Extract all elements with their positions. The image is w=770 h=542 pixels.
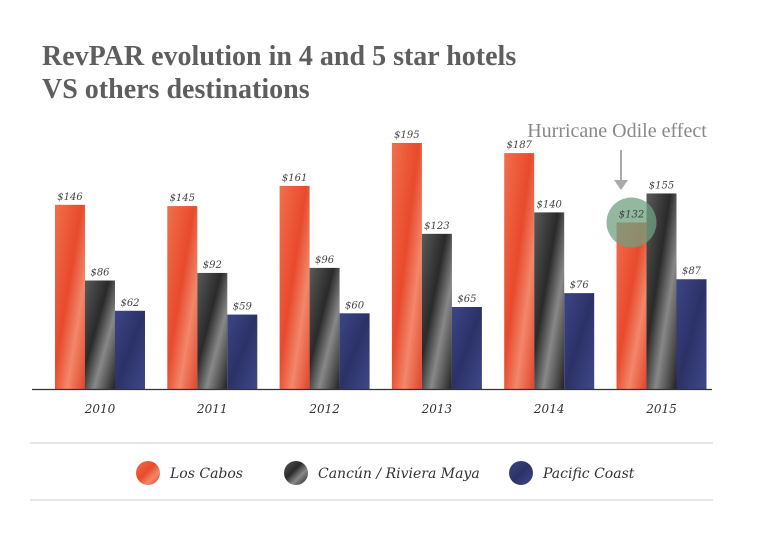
data-label: $146: [57, 192, 83, 203]
bar-los-cabos-2015: [616, 222, 647, 389]
bar-pacific-coast-2014: [564, 293, 595, 389]
data-label: $123: [424, 221, 449, 232]
x-tick-label: 2011: [196, 402, 228, 416]
bar-los-cabos-2011: [167, 206, 198, 389]
bar-los-cabos-2010: [55, 204, 85, 389]
legend-label: Los Cabos: [169, 466, 243, 482]
highlight-circle: [606, 197, 657, 248]
highlight-layer: $132: [606, 197, 657, 248]
data-label: $60: [345, 300, 365, 311]
data-label: $86: [90, 268, 110, 279]
data-label: $96: [315, 255, 335, 266]
legend-label: Cancún / Riviera Maya: [318, 466, 480, 482]
legend-label: Pacific Coast: [542, 466, 635, 482]
chart-title-line-1: RevPAR evolution in 4 and 5 star hotels: [42, 41, 517, 72]
x-tick-label: 2015: [645, 402, 677, 416]
legend-swatch-pacific-coast: [509, 461, 533, 485]
x-tick-label: 2014: [533, 402, 565, 416]
chart-title-line-2: VS others destinations: [42, 74, 310, 105]
data-label: $187: [506, 140, 532, 151]
bar-pacific-coast-2013: [451, 307, 482, 389]
data-label: $62: [120, 298, 139, 309]
bar-pacific-coast-2010: [115, 310, 145, 389]
bar-canc-n-riviera-maya-2011: [197, 272, 228, 389]
legend-swatch-los-cabos: [136, 461, 160, 485]
data-label: $195: [394, 130, 419, 141]
bar-canc-n-riviera-maya-2010: [85, 280, 115, 389]
data-label: $161: [282, 173, 307, 184]
data-label: $59: [233, 302, 253, 313]
x-tick-label: 2013: [421, 402, 453, 416]
annotation: Hurricane Odile effect: [527, 120, 707, 190]
data-label: $76: [570, 280, 590, 291]
x-tick-label: 2010: [84, 402, 116, 416]
x-axis: 2010 2011 2012 2013 2014 2015: [32, 388, 712, 416]
data-labels-layer: $146 $86 $62 $145 $92 $59 $161 $96 $60 $195 $123 $6…: [57, 130, 701, 313]
data-label: $92: [203, 260, 222, 271]
highlight-data-label: $132: [619, 209, 644, 220]
data-label: $87: [682, 266, 702, 277]
bar-canc-n-riviera-maya-2013: [421, 233, 452, 389]
bar-los-cabos-2014: [504, 153, 535, 389]
bar-pacific-coast-2015: [676, 279, 707, 389]
data-label: $155: [649, 180, 674, 191]
legend: Los Cabos Cancún / Riviera Maya Pacific Co…: [30, 442, 713, 501]
bar-canc-n-riviera-maya-2012: [309, 267, 340, 389]
data-label: $145: [170, 193, 195, 204]
legend-swatch-canc-n-riviera-maya: [284, 461, 308, 485]
bar-los-cabos-2013: [391, 143, 422, 389]
bar-pacific-coast-2011: [227, 314, 258, 389]
x-tick-label: 2012: [308, 402, 340, 416]
annotation-arrow-head: [614, 180, 628, 190]
bar-pacific-coast-2012: [339, 313, 370, 389]
chart-title: RevPAR evolution in 4 and 5 star hotels …: [42, 40, 516, 106]
data-label: $65: [457, 294, 476, 305]
bar-canc-n-riviera-maya-2014: [534, 212, 565, 389]
annotation-text: Hurricane Odile effect: [527, 120, 707, 142]
bars-layer: [55, 143, 707, 389]
bar-los-cabos-2012: [279, 185, 310, 389]
data-label: $140: [536, 199, 562, 210]
